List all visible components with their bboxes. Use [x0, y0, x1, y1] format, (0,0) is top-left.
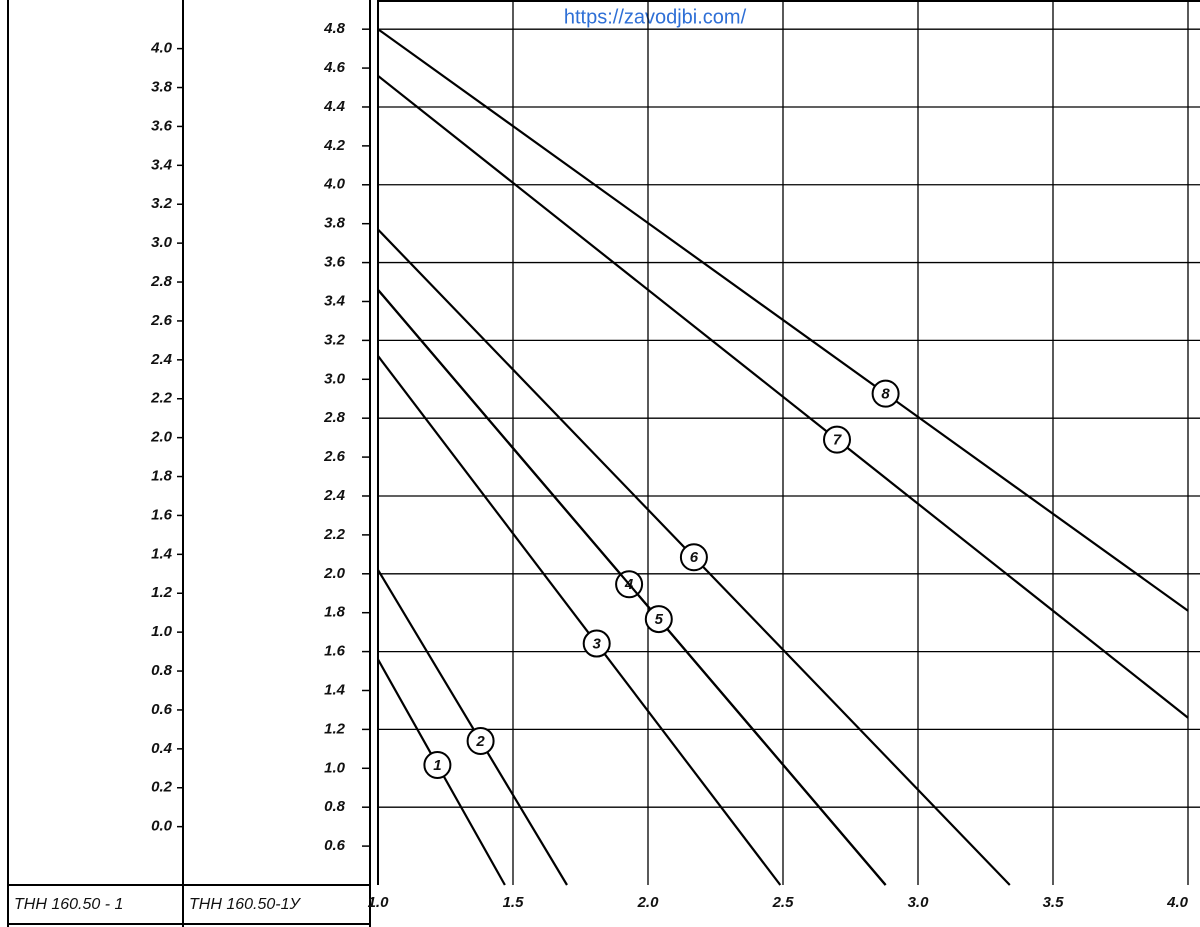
aux-tick-label: 0.0 — [151, 818, 173, 835]
x-tick-label: 1.0 — [368, 894, 390, 911]
line-label: 2 — [475, 733, 485, 750]
aux-tick-label: 2.4 — [150, 351, 173, 368]
aux-tick-label: 2.2 — [150, 390, 173, 407]
aux-tick-label: 1.6 — [151, 506, 173, 523]
y-tick-label: 2.4 — [323, 487, 346, 504]
line-label-circle — [823, 425, 851, 454]
y-axis-caption: ТНН 160.50-1У — [189, 896, 301, 913]
line — [377, 289, 887, 886]
y-tick-label: 1.0 — [324, 759, 346, 776]
y-tick-label: 3.6 — [324, 254, 346, 271]
aux-tick-label: 0.4 — [151, 740, 173, 757]
aux-tick-label: 3.0 — [151, 234, 173, 251]
y-tick-label: 4.4 — [323, 98, 346, 115]
aux-tick-label: 1.2 — [151, 584, 173, 601]
aux-tick-label: 3.4 — [151, 156, 173, 173]
line-label: 6 — [690, 549, 699, 566]
line — [377, 74, 1189, 719]
y-tick-label: 0.8 — [324, 798, 346, 815]
line-label-circle — [466, 726, 495, 755]
aux-tick-label: 3.2 — [151, 195, 173, 212]
y-tick-label: 4.6 — [323, 59, 346, 76]
x-tick-label: 2.0 — [637, 894, 660, 911]
x-tick-label: 3.0 — [908, 894, 930, 911]
line — [377, 28, 1189, 612]
x-tick-label: 4.0 — [1166, 894, 1189, 911]
aux-axis-caption: ТНН 160.50 - 1 — [14, 896, 123, 913]
y-tick-label: 4.8 — [323, 20, 346, 37]
y-tick-label: 3.8 — [324, 215, 346, 232]
aux-tick-label: 2.0 — [150, 429, 173, 446]
line-label-circle — [679, 543, 708, 572]
aux-tick-label: 2.6 — [150, 312, 173, 329]
line-label-circle — [644, 605, 673, 634]
y-tick-label: 1.6 — [324, 643, 346, 660]
y-tick-label: 2.2 — [323, 526, 346, 543]
x-tick-label: 3.5 — [1043, 894, 1065, 911]
line-label-circle — [871, 379, 900, 408]
aux-tick-label: 0.2 — [151, 779, 173, 796]
aux-tick-label: 3.8 — [151, 78, 173, 95]
aux-tick-label: 2.8 — [150, 273, 173, 290]
y-tick-label: 3.2 — [324, 331, 346, 348]
y-tick-label: 1.2 — [324, 720, 346, 737]
line — [377, 355, 782, 886]
line-label: 8 — [881, 386, 890, 403]
aux-tick-label: 0.8 — [151, 662, 173, 679]
line-label: 3 — [593, 636, 602, 653]
line-label-circle — [582, 629, 611, 658]
aux-tick-label: 1.0 — [151, 623, 173, 640]
x-tick-label: 2.5 — [772, 894, 795, 911]
y-tick-label: 1.8 — [324, 604, 346, 621]
y-tick-label: 2.8 — [323, 409, 346, 426]
x-tick-label: 1.5 — [503, 894, 525, 911]
y-tick-label: 4.0 — [323, 176, 346, 193]
y-tick-label: 3.0 — [324, 370, 346, 387]
y-tick-label: 2.6 — [323, 448, 346, 465]
y-tick-label: 3.4 — [324, 292, 346, 309]
aux-tick-label: 1.4 — [151, 545, 173, 562]
aux-tick-label: 3.6 — [151, 117, 173, 134]
line-label-circle — [423, 750, 452, 779]
line-label: 5 — [655, 611, 664, 628]
line-label: 1 — [433, 757, 441, 774]
y-tick-label: 1.4 — [324, 681, 346, 698]
frame — [7, 0, 1200, 927]
y-tick-label: 0.6 — [324, 837, 346, 854]
aux-tick-label: 0.6 — [151, 701, 173, 718]
url: https://zavodjbi.com/ — [564, 6, 747, 28]
line — [377, 569, 568, 886]
y-tick-label: 2.0 — [323, 565, 346, 582]
y-tick-label: 4.2 — [323, 137, 346, 154]
line-label: 7 — [833, 432, 842, 449]
aux-tick-label: 1.8 — [151, 468, 173, 485]
aux-tick-label: 4.0 — [150, 40, 173, 57]
